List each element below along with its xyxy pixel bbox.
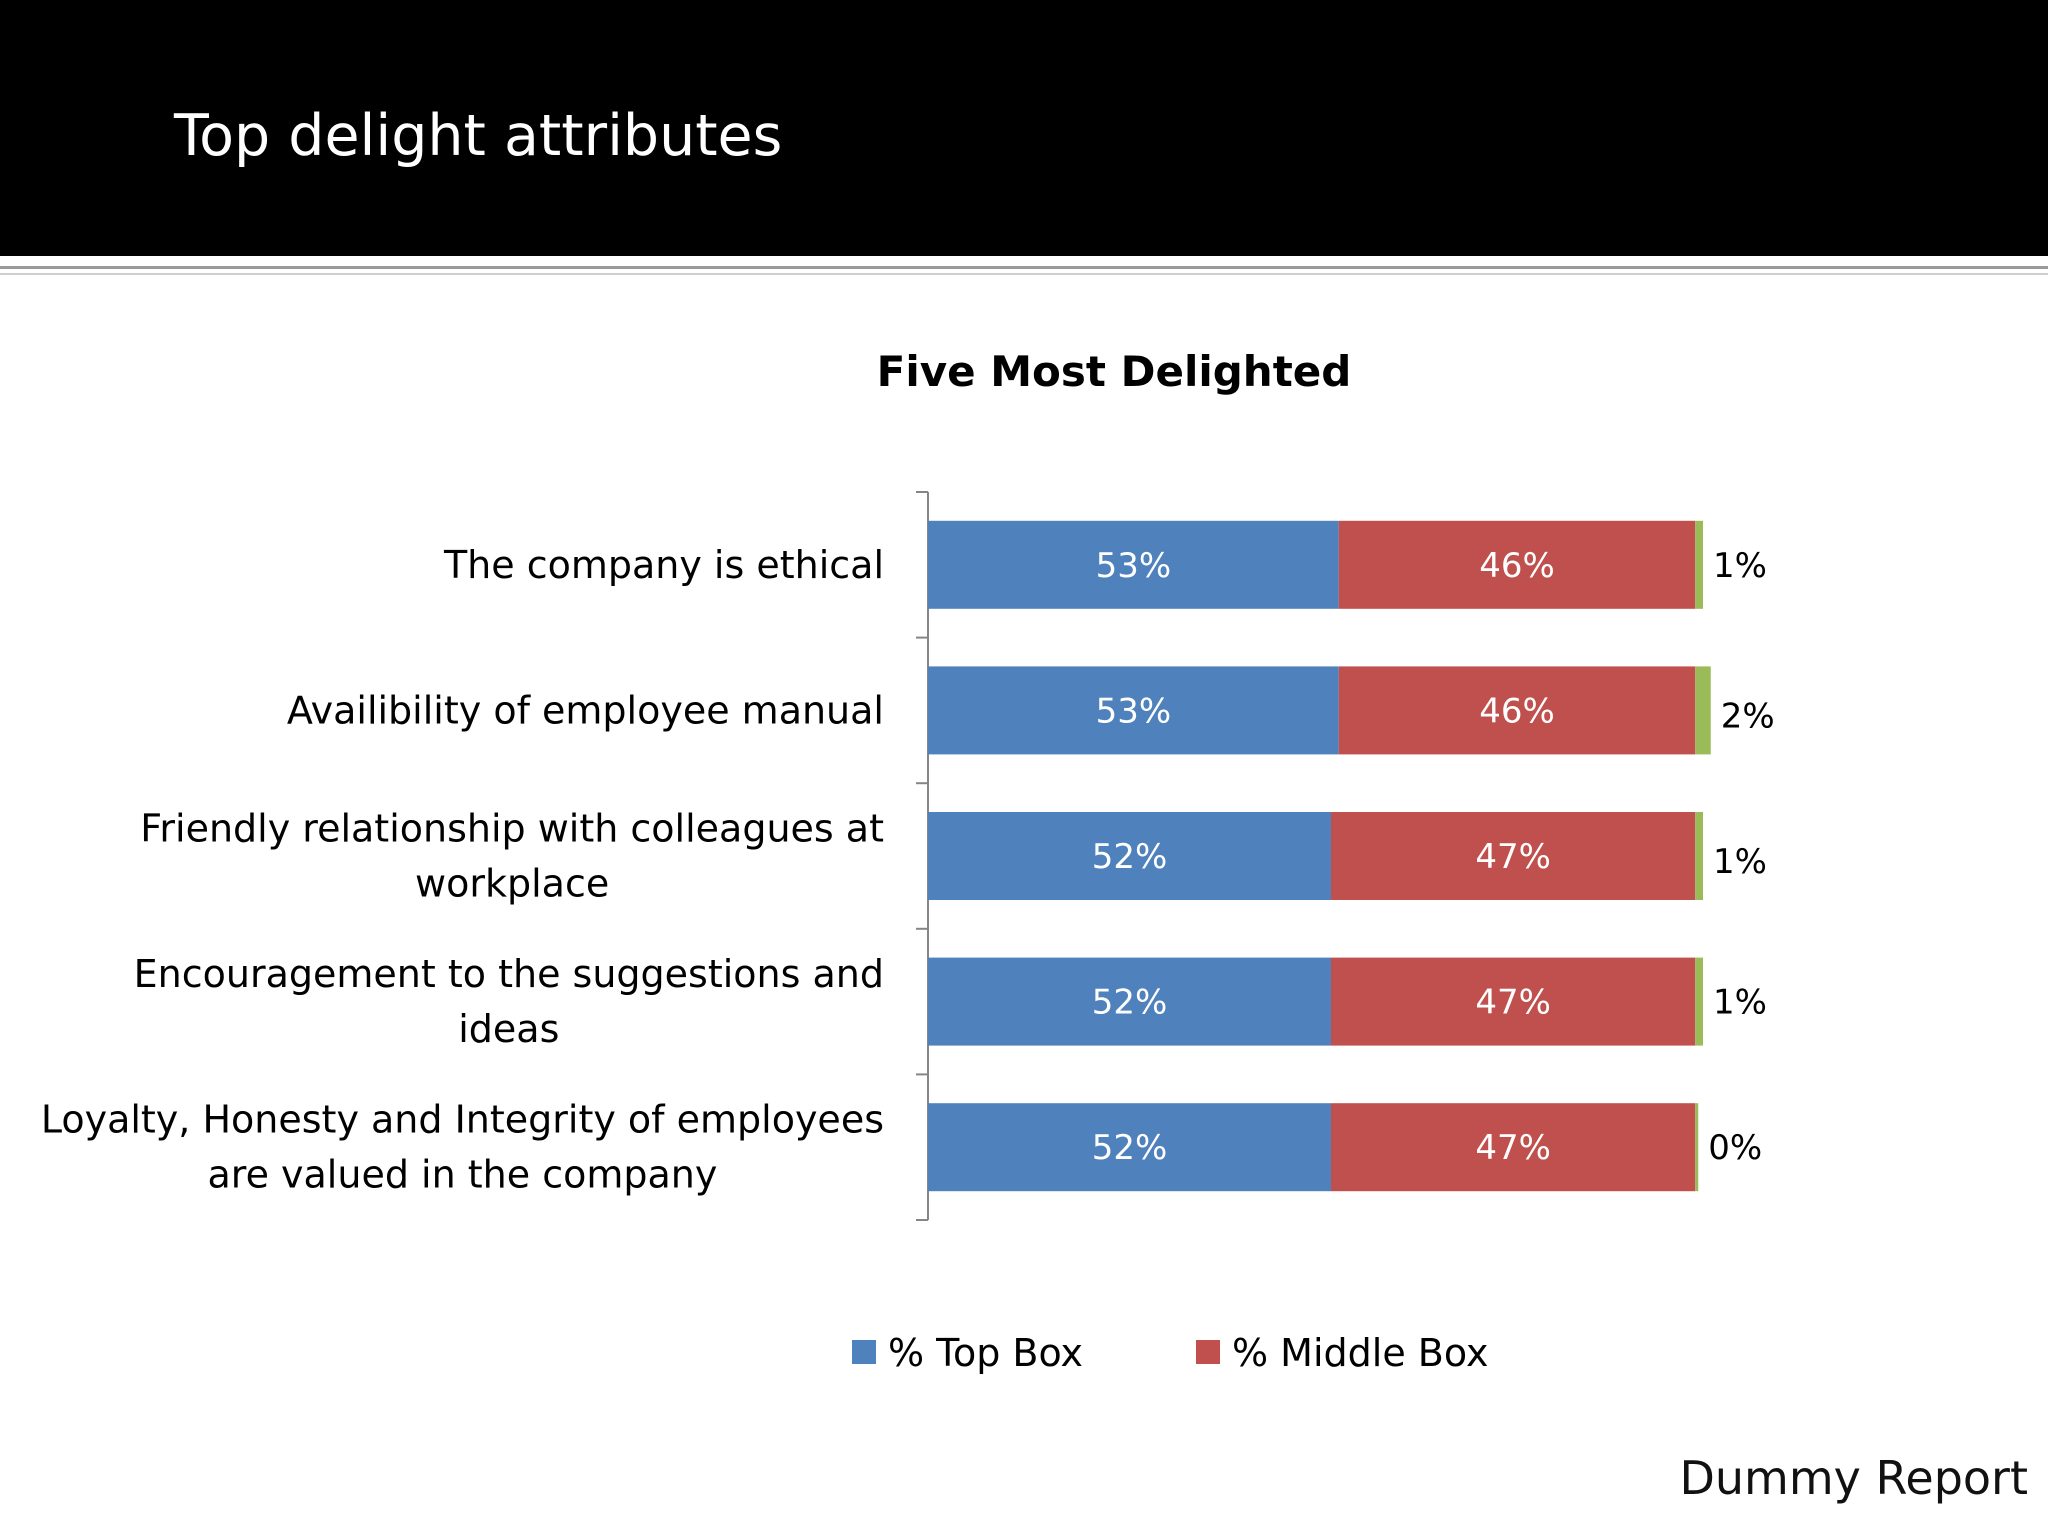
data-label: 53% — [1096, 546, 1172, 586]
legend-label: % Middle Box — [1232, 1331, 1488, 1375]
bar-segment — [1695, 812, 1703, 900]
category-label-line: Friendly relationship with colleagues at — [140, 807, 884, 851]
bar-segment — [928, 1103, 1331, 1192]
category-axis — [916, 491, 929, 1221]
data-label: 47% — [1475, 983, 1551, 1023]
category-label: Encouragement to the suggestions and — [134, 952, 884, 996]
legend-swatch — [852, 1340, 876, 1364]
category-label-line: Encouragement to the suggestions and — [134, 952, 884, 996]
bar-segment — [1331, 957, 1696, 1046]
data-label: 46% — [1479, 691, 1555, 731]
data-label: 1% — [1713, 546, 1767, 586]
data-label: 0% — [1708, 1128, 1762, 1168]
data-label: 53% — [1096, 691, 1172, 731]
data-label: 47% — [1475, 837, 1551, 877]
category-label: Friendly relationship with colleagues at — [140, 807, 884, 851]
data-label: 47% — [1475, 1128, 1551, 1168]
category-label: Availibility of employee manual — [287, 688, 884, 732]
bar-segment — [1695, 1103, 1699, 1192]
slide-title: Top delight attributes — [174, 103, 783, 169]
slide-header: Top delight attributes — [0, 0, 2048, 256]
legend: % Top Box % Middle Box — [852, 1331, 1488, 1375]
category-label-continuation: are valued in the company — [208, 1153, 718, 1197]
bar-segment — [1331, 812, 1696, 900]
category-label: Loyalty, Honesty and Integrity of employ… — [41, 1098, 884, 1142]
bar-segment — [1695, 666, 1711, 755]
legend-label: % Top Box — [888, 1331, 1083, 1375]
bar-segment — [1695, 520, 1703, 609]
category-label: The company is ethical — [443, 543, 884, 587]
data-label: 46% — [1479, 546, 1555, 586]
header-divider-secondary — [0, 273, 2048, 275]
data-label: 1% — [1713, 842, 1767, 882]
bars — [928, 520, 1711, 1192]
footer-report-name: Dummy Report — [1679, 1451, 2028, 1505]
chart-title: Five Most Delighted — [877, 347, 1352, 396]
data-label: 52% — [1092, 1128, 1168, 1168]
category-labels: The company is ethical Availibility of em… — [41, 543, 884, 1197]
legend-swatch — [1196, 1340, 1220, 1364]
data-label: 1% — [1713, 983, 1767, 1023]
data-label: 52% — [1092, 837, 1168, 877]
category-label-continuation: ideas — [458, 1007, 559, 1051]
data-label: 2% — [1721, 696, 1775, 736]
bar-segment — [1331, 1103, 1696, 1192]
data-labels: 53% 46% 1% 53% 46% 2% 52% 47% 1% 52% 47% 1% 52% 47% 0% — [1092, 546, 1775, 1168]
bar-segment — [1695, 957, 1703, 1046]
category-label-continuation: workplace — [415, 862, 609, 906]
bar-segment — [928, 957, 1331, 1046]
data-label: 52% — [1092, 983, 1168, 1023]
bar-segment — [1338, 520, 1696, 609]
bar-segment — [1338, 666, 1696, 755]
bar-segment — [928, 812, 1331, 900]
header-divider — [0, 266, 2048, 269]
category-label-line: Loyalty, Honesty and Integrity of employ… — [41, 1098, 884, 1142]
bar-segment — [928, 520, 1339, 609]
bar-segment — [928, 666, 1339, 755]
